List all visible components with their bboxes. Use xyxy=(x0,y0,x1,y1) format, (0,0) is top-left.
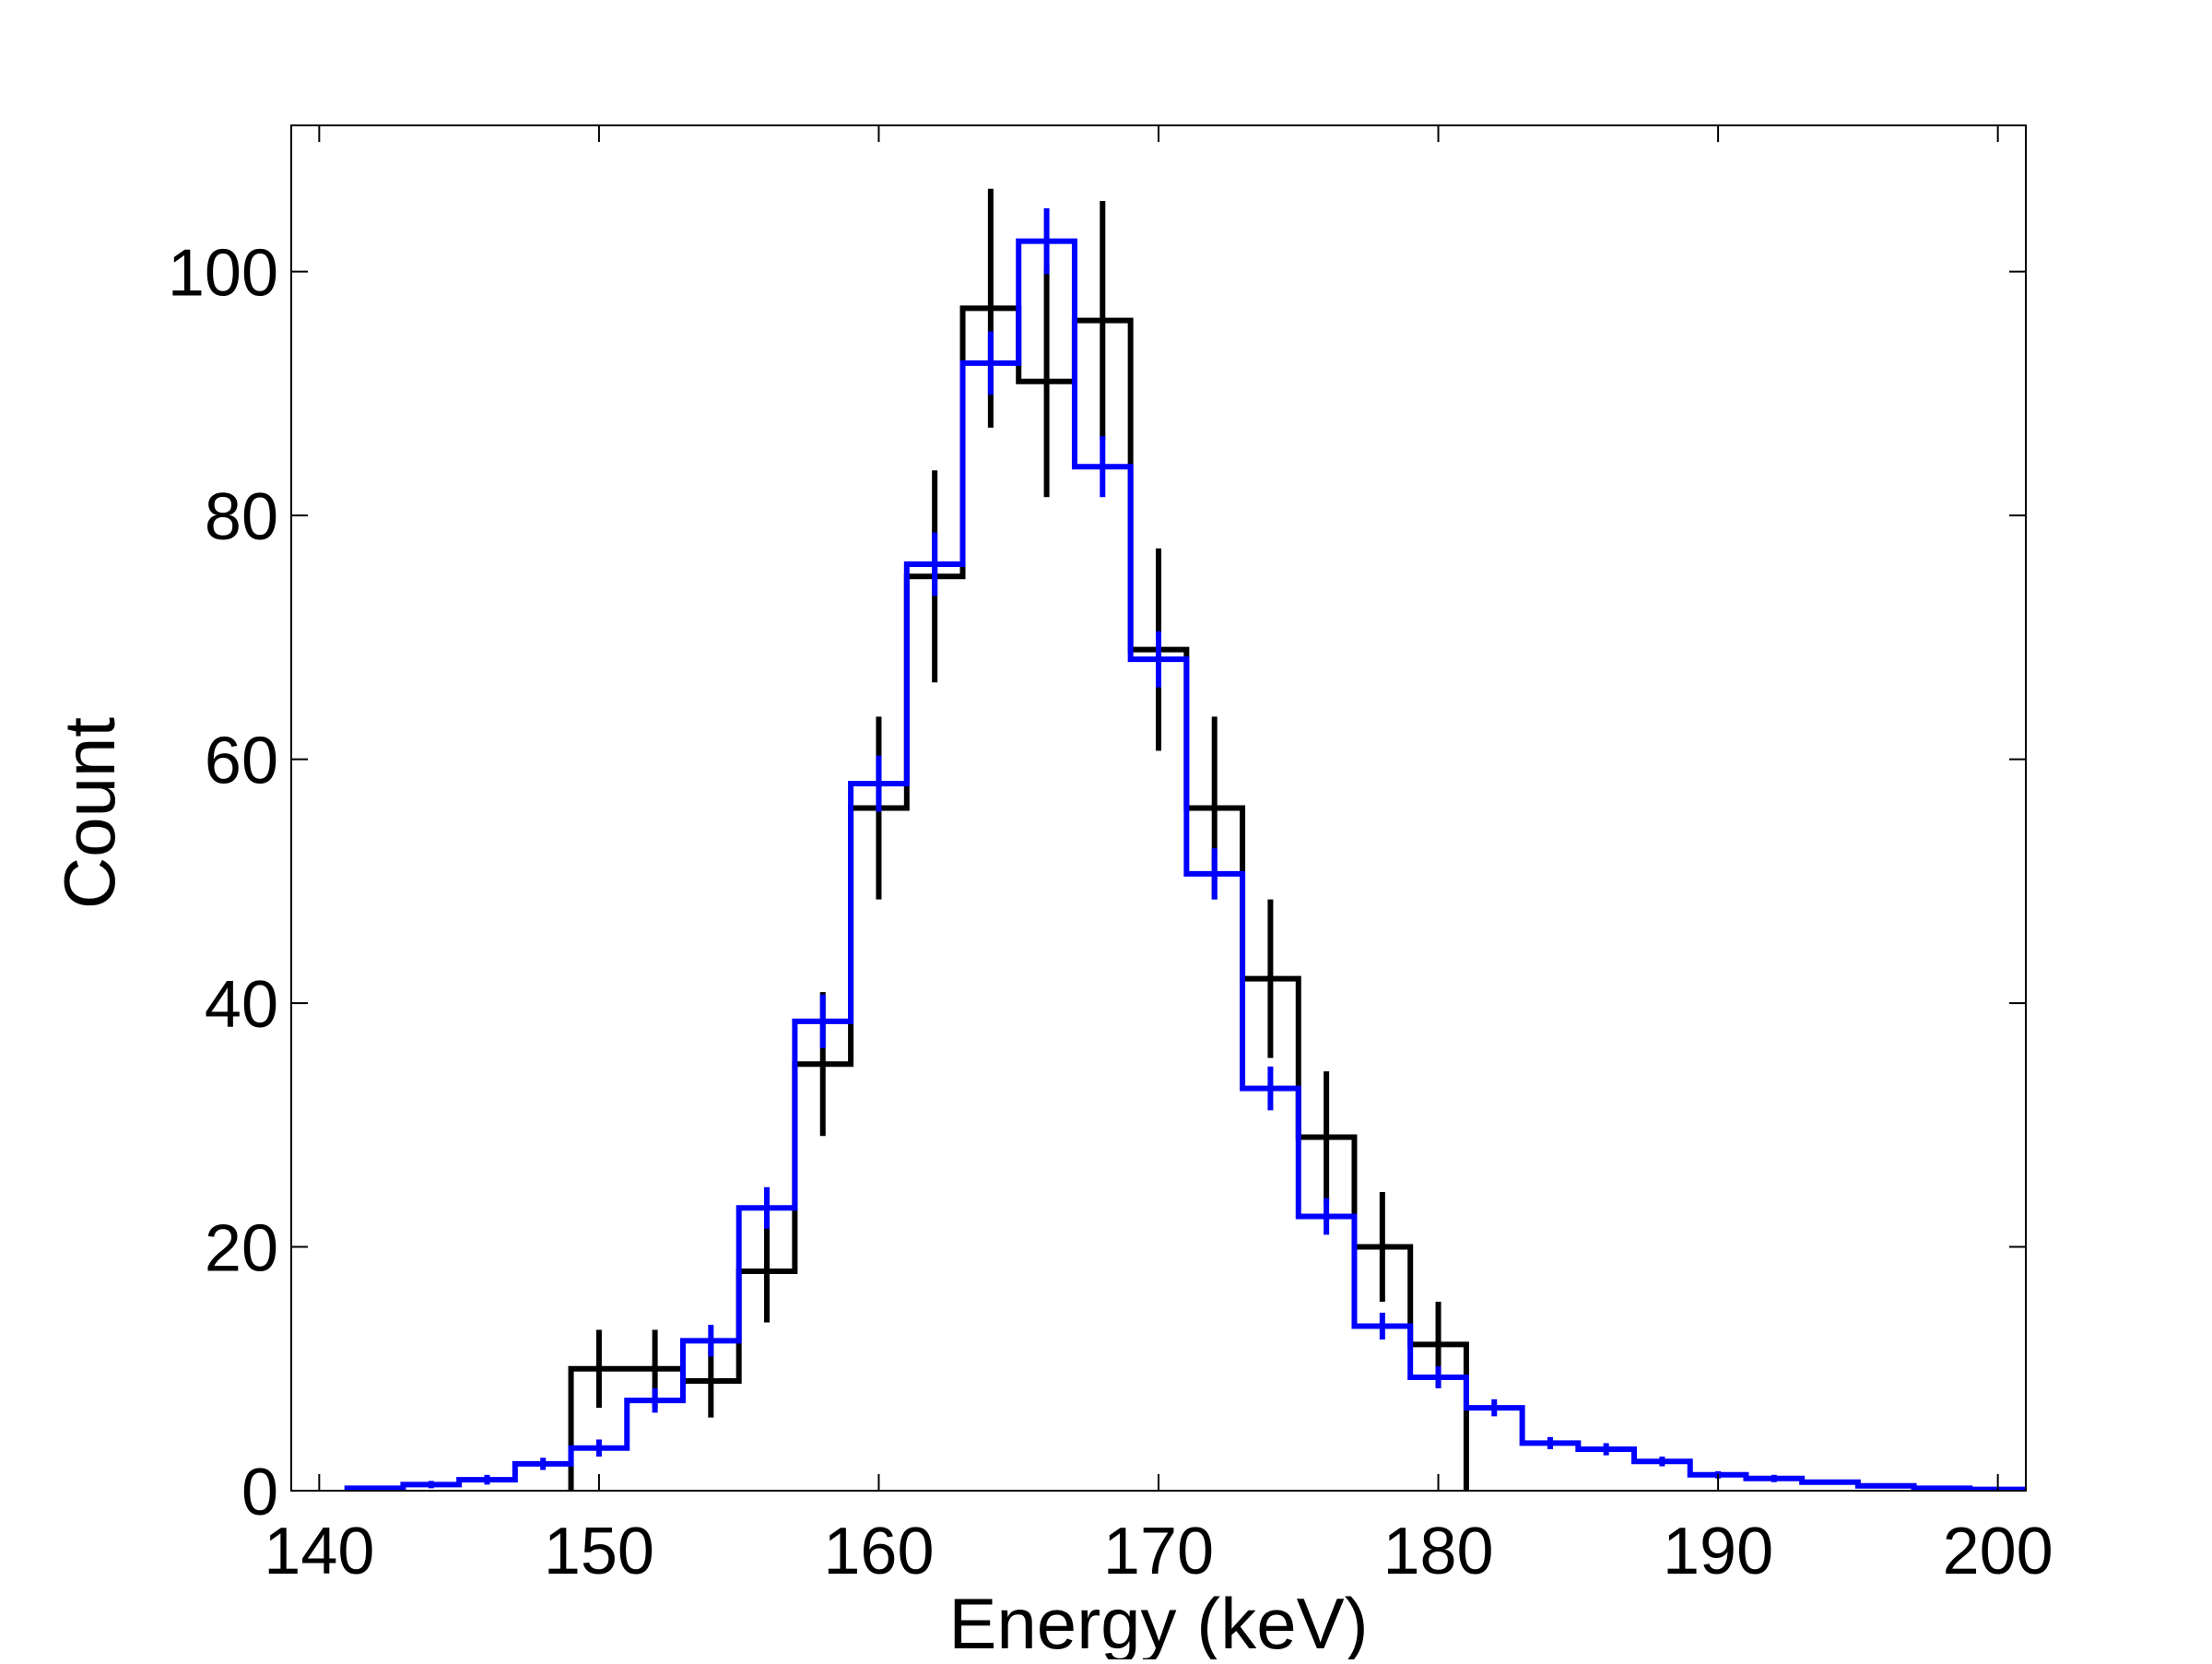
x-tick-label: 190 xyxy=(1663,1515,1773,1588)
series-0-step-line xyxy=(568,305,1469,1491)
plot-clip-group xyxy=(344,188,2026,1491)
y-tick-label: 100 xyxy=(168,237,278,311)
x-axis-title: Energy (keV) xyxy=(948,1583,1368,1659)
y-tick-label: 20 xyxy=(205,1212,278,1286)
y-tick-label: 0 xyxy=(241,1456,278,1529)
series-0-group xyxy=(568,188,1469,1491)
y-axis-title: Count xyxy=(49,717,130,909)
y-tick-label: 80 xyxy=(205,480,278,554)
x-tick-label: 170 xyxy=(1103,1515,1214,1588)
series-1-step-line xyxy=(344,238,2026,1491)
y-tick-label: 40 xyxy=(205,968,278,1042)
series-1-group xyxy=(344,207,2026,1491)
axes-layer: 140 150 160 170 180 190 200 0 20 40 60 80 100 xyxy=(168,124,2053,1588)
y-tick-label: 60 xyxy=(205,725,278,798)
x-tick-label: 150 xyxy=(544,1515,654,1588)
x-tick-label: 200 xyxy=(1943,1515,2053,1588)
x-tick-label: 160 xyxy=(823,1515,934,1588)
x-tick-label: 140 xyxy=(264,1515,374,1588)
plot-layer xyxy=(344,188,2026,1491)
x-tick-label: 180 xyxy=(1382,1515,1493,1588)
